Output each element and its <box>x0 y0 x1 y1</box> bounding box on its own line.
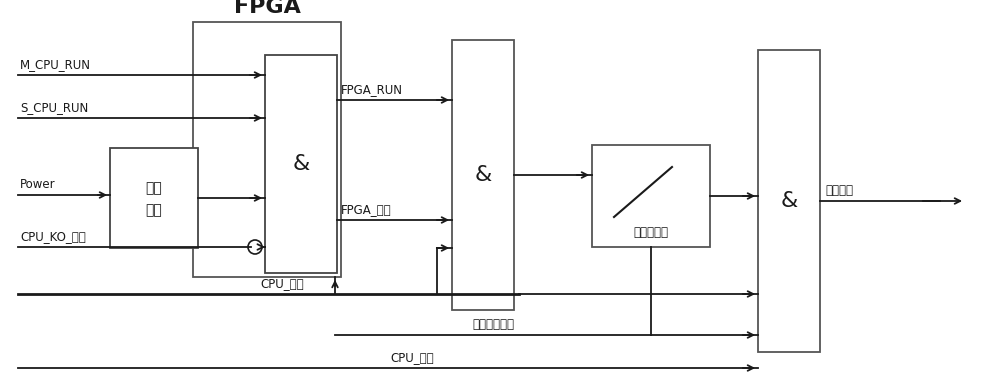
Bar <box>265 55 337 273</box>
Text: S_CPU_RUN: S_CPU_RUN <box>20 101 88 114</box>
Text: FPGA_故障: FPGA_故障 <box>341 203 392 216</box>
Text: &: & <box>292 154 310 174</box>
Text: CPU_出口: CPU_出口 <box>390 351 434 364</box>
Text: FPGA_RUN: FPGA_RUN <box>341 83 403 96</box>
Text: 出口电源回采: 出口电源回采 <box>472 318 514 331</box>
Text: 自检: 自检 <box>146 203 162 217</box>
Bar <box>592 145 710 247</box>
Text: FPGA: FPGA <box>234 0 300 17</box>
Bar <box>758 50 820 352</box>
Text: CPU_KO_故障: CPU_KO_故障 <box>20 230 86 243</box>
Text: Power: Power <box>20 178 56 191</box>
Text: 装置出口: 装置出口 <box>825 184 853 197</box>
Text: &: & <box>780 191 798 211</box>
Text: 电源: 电源 <box>146 181 162 195</box>
Bar <box>193 22 341 277</box>
Text: &: & <box>474 165 492 185</box>
Text: 启动继电器: 启动继电器 <box>634 225 668 239</box>
Bar <box>110 148 198 248</box>
Bar <box>452 40 514 310</box>
Text: M_CPU_RUN: M_CPU_RUN <box>20 58 91 71</box>
Text: CPU_启动: CPU_启动 <box>260 277 304 290</box>
